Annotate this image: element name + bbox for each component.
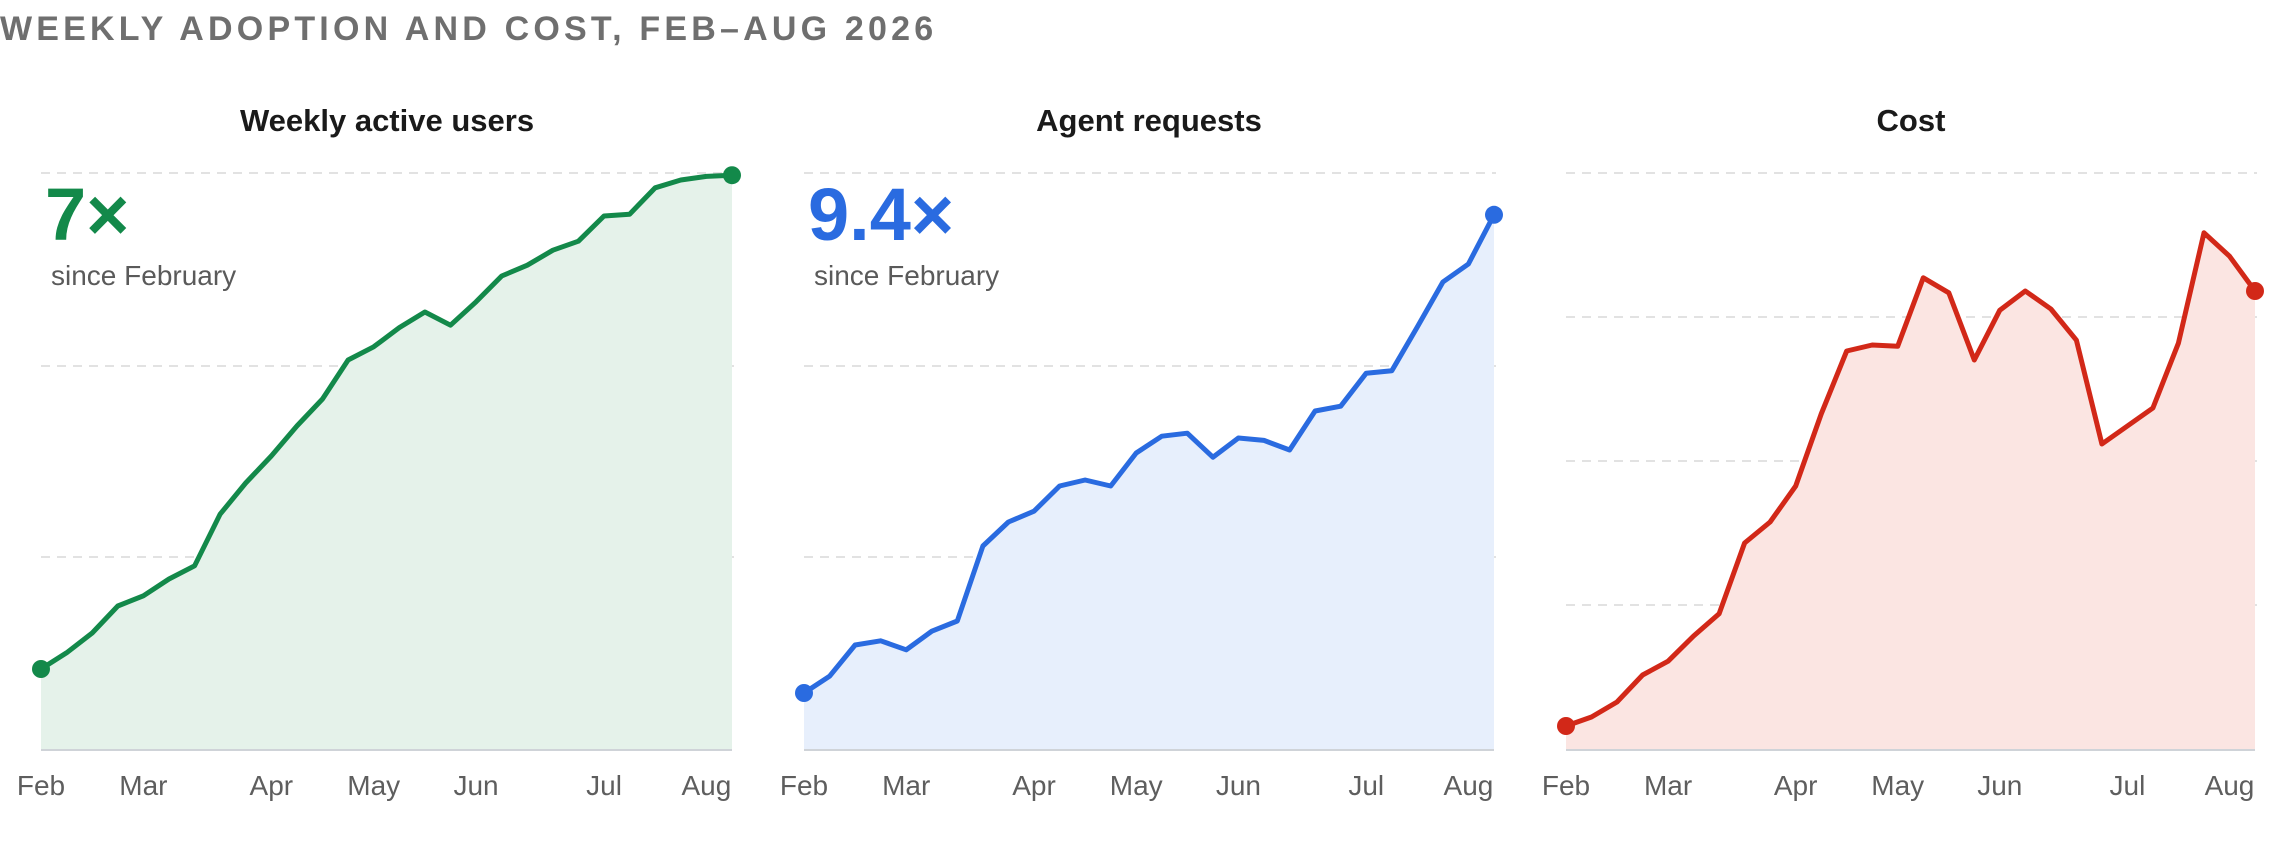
end-point-marker (1485, 205, 1503, 224)
x-tick-label: Mar (882, 770, 930, 801)
start-point-marker (795, 684, 813, 702)
chart-panel-3: Cost Feb Mar Apr May Jun Jul Aug (1542, 103, 2264, 801)
end-point-marker (723, 166, 741, 185)
start-point-marker (32, 660, 50, 678)
callout-value: 9.4× (808, 173, 954, 256)
x-tick-label: Mar (119, 770, 167, 801)
chart-panel-2: Agent requests Feb Mar Apr May Jun Jul Aug 9.4× s… (780, 103, 1503, 801)
x-tick-label: Apr (250, 770, 294, 801)
x-tick-label: Mar (1644, 770, 1692, 801)
series-line (1563, 230, 2258, 729)
chart-panel-1: Weekly active users Feb Mar Apr May Jun Jul Aug… (17, 103, 741, 801)
callout-label: since February (51, 260, 236, 291)
x-tick-label: Apr (1012, 770, 1056, 801)
chart-title: Cost (1877, 103, 1946, 138)
x-tick-label: Aug (1444, 770, 1494, 801)
x-tick-label: Apr (1774, 770, 1818, 801)
x-tick-label: Aug (2205, 770, 2255, 801)
x-tick-label: Jul (1348, 770, 1384, 801)
x-tick-label: Aug (681, 770, 731, 801)
page-title: WEEKLY ADOPTION AND COST, FEB–AUG 2026 (0, 10, 938, 48)
area-fill (41, 175, 732, 750)
x-tick-label: May (1110, 770, 1163, 801)
x-tick-label: Jun (1977, 770, 2022, 801)
series-line (801, 212, 1497, 696)
x-tick-label: May (1871, 770, 1924, 801)
x-tick-label: Jun (453, 770, 498, 801)
end-point-marker (2246, 282, 2264, 300)
area-fill (1566, 232, 2255, 751)
x-tick-label: Feb (780, 770, 828, 801)
series-line (38, 172, 735, 672)
start-point-marker (1557, 717, 1575, 735)
x-tick-label: Jun (1216, 770, 1261, 801)
x-tick-label: Feb (1542, 770, 1590, 801)
chart-title: Weekly active users (240, 103, 534, 138)
callout-label: since February (814, 260, 999, 291)
x-tick-label: Jul (586, 770, 622, 801)
chart-title: Agent requests (1036, 103, 1262, 138)
area-fill (804, 214, 1494, 751)
callout-value: 7× (45, 173, 129, 256)
x-tick-label: Jul (2110, 770, 2146, 801)
x-tick-label: Feb (17, 770, 65, 801)
x-tick-label: May (347, 770, 400, 801)
